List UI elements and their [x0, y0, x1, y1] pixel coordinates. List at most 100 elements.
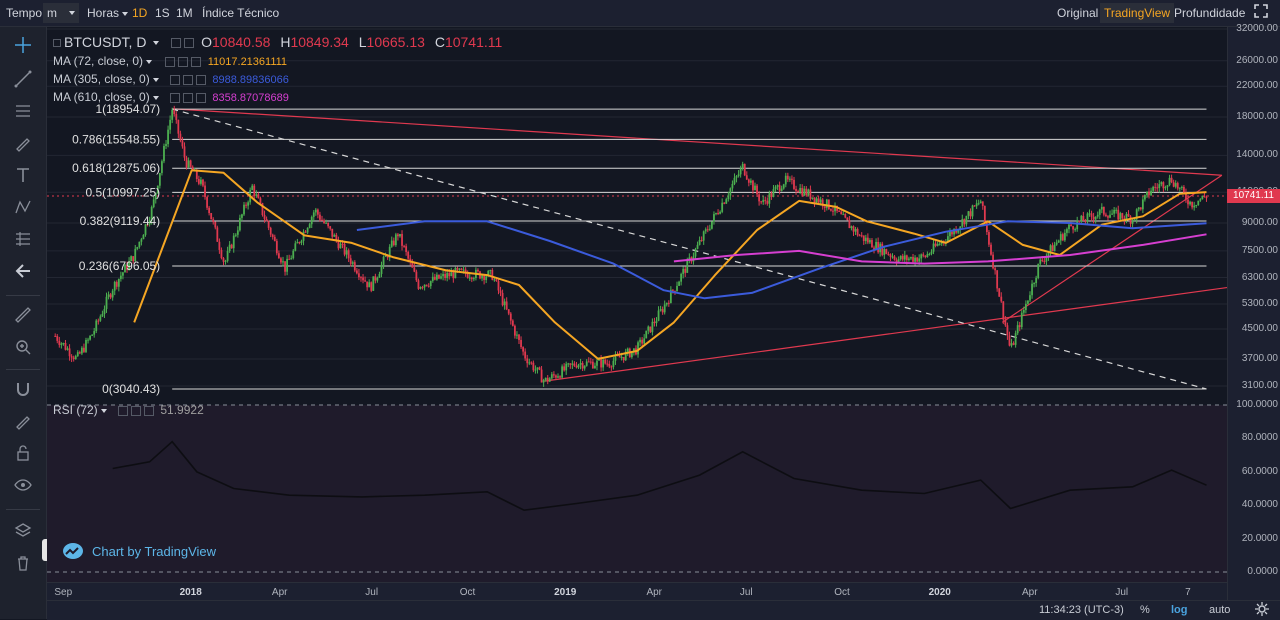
candle	[316, 209, 319, 215]
crosshair-icon[interactable]	[11, 33, 35, 57]
high-value: 10849.34	[290, 34, 349, 50]
indicators-button[interactable]: Índice Técnico	[202, 6, 280, 20]
view-depth-button[interactable]: Profundidade	[1174, 6, 1246, 20]
candle	[64, 343, 67, 350]
magnet-icon[interactable]	[11, 377, 35, 401]
view-tradingview-button[interactable]: TradingView	[1100, 3, 1175, 23]
candle	[323, 220, 325, 223]
fullscreen-icon[interactable]	[1250, 4, 1272, 24]
chevron-down-icon[interactable]	[152, 77, 159, 82]
candle	[657, 310, 660, 321]
interval-1d-button[interactable]: 1D	[132, 6, 148, 20]
fib-tool-icon[interactable]	[11, 99, 35, 123]
interval-1s-button[interactable]: 1S	[155, 6, 170, 20]
candle	[784, 175, 787, 185]
chart-area[interactable]: 1(18954.07) 0.786(15548.55) 0.618(12875.06…	[47, 27, 1227, 582]
candle	[881, 243, 884, 255]
chevron-down-icon[interactable]	[100, 408, 107, 413]
ruler-icon[interactable]	[11, 303, 35, 327]
candle	[910, 257, 912, 259]
lock-drawing-icon[interactable]	[11, 409, 35, 433]
candle	[411, 261, 414, 268]
candle	[760, 201, 763, 203]
eye-icon[interactable]	[170, 74, 181, 85]
settings-icon[interactable]	[131, 405, 142, 416]
candle	[698, 240, 701, 245]
settings-icon[interactable]	[178, 56, 189, 67]
rsi-tick-label: 80.0000	[1241, 432, 1278, 444]
close-icon[interactable]	[191, 56, 202, 67]
log-toggle[interactable]: log	[1171, 604, 1188, 616]
rsi-tick-label: 20.0000	[1241, 532, 1278, 544]
candle	[195, 169, 198, 180]
tradingview-watermark[interactable]: Chart by TradingView	[62, 542, 216, 560]
candle	[487, 270, 490, 277]
pattern-tool-icon[interactable]	[11, 195, 35, 219]
candle	[536, 367, 539, 370]
candle	[70, 356, 73, 358]
candle	[793, 179, 795, 189]
interval-select[interactable]: m	[43, 3, 79, 23]
candle	[832, 210, 834, 212]
percent-toggle[interactable]: %	[1140, 604, 1150, 616]
settings-gear-icon[interactable]	[1255, 602, 1269, 619]
candle	[355, 270, 358, 274]
hours-dropdown[interactable]: Horas	[83, 3, 132, 23]
chevron-down-icon[interactable]	[152, 95, 159, 100]
candle	[1119, 213, 1122, 220]
trash-icon[interactable]	[11, 551, 35, 575]
eye-icon[interactable]	[165, 56, 176, 67]
candle	[1137, 207, 1140, 210]
price-axis[interactable]: 32000.00 26000.00 22000.00 18000.00 14000.00…	[1227, 23, 1280, 600]
rsi-tick-label: 100.0000	[1236, 399, 1278, 410]
candle	[700, 240, 703, 242]
zoom-icon[interactable]	[11, 335, 35, 359]
eye-icon[interactable]	[11, 473, 35, 497]
candle	[72, 357, 75, 360]
chevron-down-icon[interactable]	[153, 41, 160, 46]
eye-icon[interactable]	[118, 405, 129, 416]
settings-icon[interactable]	[184, 38, 195, 49]
settings-icon[interactable]	[183, 74, 194, 85]
close-icon[interactable]	[196, 74, 207, 85]
symbol-label: BTCUSDT, D	[64, 34, 147, 50]
layers-icon[interactable]	[11, 519, 35, 543]
eye-icon[interactable]	[171, 38, 182, 49]
lock-icon[interactable]	[11, 441, 35, 465]
price-tick-label: 14000.00	[1236, 149, 1278, 161]
ma-line-1	[133, 169, 1207, 360]
eye-icon[interactable]	[170, 92, 181, 103]
candle	[1187, 199, 1189, 205]
text-tool-icon[interactable]	[11, 163, 35, 187]
prediction-tool-icon[interactable]	[11, 227, 35, 251]
candle	[1004, 319, 1007, 326]
brush-icon[interactable]	[11, 131, 35, 155]
close-icon[interactable]	[144, 405, 155, 416]
candle	[345, 250, 348, 255]
interval-1m-button[interactable]: 1M	[176, 6, 193, 20]
toggle-icon[interactable]	[53, 39, 61, 48]
candle	[111, 290, 114, 298]
candle	[417, 280, 420, 289]
candle	[1039, 259, 1042, 264]
view-original-button[interactable]: Original	[1057, 6, 1099, 20]
time-axis[interactable]: Sep 2018 Apr Jul Oct 2019 Apr Jul Oct 2020 Apr Jul 7	[47, 582, 1227, 601]
candle	[667, 302, 670, 304]
price-chart[interactable]: 1(18954.07) 0.786(15548.55) 0.618(12875.06…	[47, 27, 1227, 582]
candle	[869, 240, 871, 243]
settings-icon[interactable]	[183, 92, 194, 103]
candle	[838, 210, 841, 212]
trend-line-icon[interactable]	[11, 67, 35, 91]
candle	[327, 222, 330, 227]
candle	[189, 160, 192, 167]
candle	[261, 203, 264, 216]
back-arrow-icon[interactable]	[11, 259, 35, 283]
candle	[862, 235, 865, 242]
auto-toggle[interactable]: auto	[1209, 604, 1231, 616]
top-toolbar: Tempo m Horas 1D 1S 1M Índice Técnico Or…	[0, 0, 1280, 27]
candle	[659, 309, 662, 311]
toolbar-collapse-handle[interactable]	[42, 539, 50, 561]
candle	[538, 367, 541, 370]
chevron-down-icon[interactable]	[146, 59, 153, 64]
close-icon[interactable]	[196, 92, 207, 103]
